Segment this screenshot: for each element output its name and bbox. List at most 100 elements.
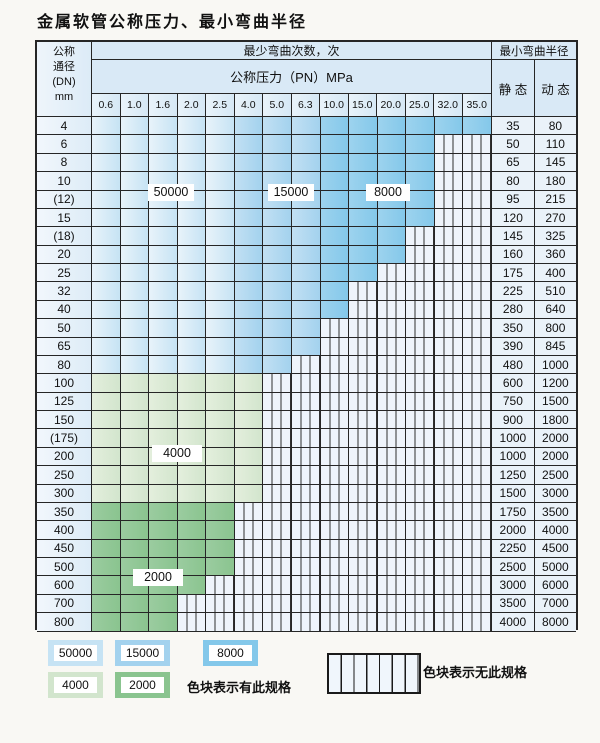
pn-value-cell: 32.0: [434, 94, 463, 117]
cycle-cell: [320, 172, 350, 191]
cycle-cell: [149, 319, 178, 338]
cycle-cell: [149, 374, 178, 393]
cycle-cell: [234, 319, 264, 338]
region-label-8000: 8000: [366, 184, 410, 201]
cycle-cell: [320, 245, 350, 264]
dn-cell: 125: [37, 392, 92, 411]
cycle-cell: [92, 319, 121, 338]
dn-cell: 6: [37, 135, 92, 154]
cycle-cell: [291, 392, 321, 411]
cycle-cell: [349, 594, 378, 614]
cycle-cell: [263, 594, 292, 614]
cycle-cell: [206, 300, 235, 320]
cycle-cell: [463, 447, 492, 467]
cycle-cell: [406, 153, 435, 173]
cycle-cell: [434, 521, 464, 540]
cycle-cell: [177, 153, 207, 173]
cycle-cell: [149, 337, 178, 356]
cycle-cell: [320, 337, 350, 356]
cycle-cell: [92, 558, 121, 577]
cycle-cell: [349, 117, 378, 136]
cycles-header: 最少弯曲次数，次: [92, 42, 491, 60]
table-row: (175) 1000 2000: [37, 429, 576, 448]
cycle-cell: [434, 502, 464, 522]
cycle-cell: [377, 539, 407, 558]
cycle-cell: [234, 539, 264, 558]
dn-cell: 350: [37, 502, 92, 522]
static-value-cell: 145: [491, 227, 535, 246]
cycle-cell: [320, 355, 350, 375]
table-row: 125 750 1500: [37, 392, 576, 411]
cycle-cell: [263, 502, 292, 522]
dn-cell: 300: [37, 484, 92, 503]
cycle-cell: [177, 484, 207, 503]
cycle-cell: [291, 558, 321, 577]
dynamic-value-cell: 510: [534, 282, 576, 301]
pn-value-cell: 2.0: [177, 94, 206, 117]
cycle-cell: [349, 374, 378, 393]
cycle-cell: [263, 135, 292, 154]
cycle-cell: [263, 558, 292, 577]
cycle-cell: [149, 613, 178, 632]
cycle-cell: [177, 355, 207, 375]
cycle-cell: [206, 429, 235, 448]
dynamic-value-cell: 1200: [534, 374, 576, 393]
cycle-cell: [377, 337, 407, 356]
cycle-cell: [234, 447, 264, 467]
cycle-cell: [234, 135, 264, 154]
region-label-4000: 4000: [152, 445, 202, 462]
cycle-cell: [234, 153, 264, 173]
dn-cell: 600: [37, 576, 92, 595]
cycle-cell: [120, 539, 150, 558]
region-label-2000: 2000: [133, 569, 183, 586]
dn-cell: (18): [37, 227, 92, 246]
cycle-cell: [291, 411, 321, 430]
cycle-cell: [263, 337, 292, 356]
dynamic-value-cell: 4000: [534, 521, 576, 540]
cycle-cell: [463, 613, 492, 632]
legend-swatch-label: 15000: [121, 645, 164, 661]
cycle-cell: [149, 264, 178, 283]
cycle-cell: [177, 466, 207, 485]
static-value-cell: 1750: [491, 502, 535, 522]
dn-cell: (175): [37, 429, 92, 448]
cycle-cell: [291, 337, 321, 356]
dn-cell: 700: [37, 594, 92, 614]
cycle-cell: [206, 190, 235, 209]
cycle-cell: [320, 576, 350, 595]
cycle-cell: [206, 594, 235, 614]
cycle-cell: [206, 153, 235, 173]
dynamic-value-cell: 8000: [534, 613, 576, 632]
cycle-cell: [377, 392, 407, 411]
dn-cell: 800: [37, 613, 92, 632]
cycle-cell: [206, 521, 235, 540]
cycle-cell: [463, 594, 492, 614]
table-row: 15 120 270: [37, 208, 576, 228]
cycle-cell: [92, 117, 121, 136]
static-value-cell: 390: [491, 337, 535, 356]
cycle-cell: [263, 355, 292, 375]
table-row: 20 160 360: [37, 245, 576, 264]
static-value-cell: 4000: [491, 613, 535, 632]
cycle-cell: [377, 466, 407, 485]
cycle-cell: [291, 117, 321, 136]
cycle-cell: [406, 282, 435, 301]
cycle-cell: [406, 521, 435, 540]
cycle-cell: [377, 374, 407, 393]
dynamic-value-cell: 1800: [534, 411, 576, 430]
cycle-cell: [177, 392, 207, 411]
cycle-cell: [463, 190, 492, 209]
dn-cell: 150: [37, 411, 92, 430]
dynamic-value-cell: 7000: [534, 594, 576, 614]
cycle-cell: [234, 337, 264, 356]
static-value-cell: 900: [491, 411, 535, 430]
cycle-cell: [463, 153, 492, 173]
dynamic-value-cell: 845: [534, 337, 576, 356]
cycle-cell: [234, 484, 264, 503]
cycle-cell: [377, 521, 407, 540]
legend-swatch-label: 4000: [54, 677, 97, 693]
cycle-cell: [120, 172, 150, 191]
table-header: 公称 通径 (DN) mm 最少弯曲次数，次 公称压力（PN）MPa 0.6 1.…: [37, 42, 576, 117]
cycle-cell: [206, 337, 235, 356]
dn-header-line: 通径: [53, 60, 75, 73]
